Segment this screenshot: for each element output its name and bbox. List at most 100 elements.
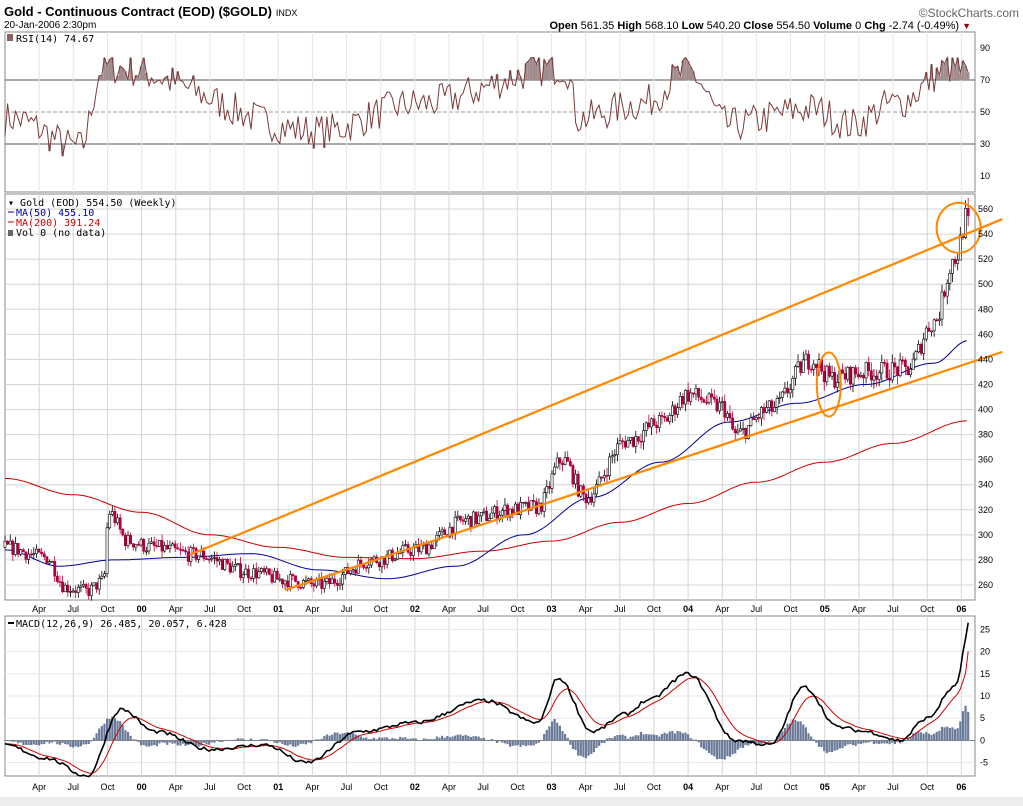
macd-histogram-bar — [906, 738, 910, 741]
macd-histogram-bar — [467, 735, 470, 741]
rsi-overbought-mark — [673, 67, 677, 80]
candle-body — [113, 511, 117, 524]
macd-histogram-bar — [11, 740, 14, 742]
macd-y-tick-25: 25 — [980, 624, 990, 634]
candle-body — [521, 501, 525, 504]
macd-histogram-bar — [823, 740, 826, 752]
macd-histogram-bar — [509, 740, 512, 747]
candle-body — [210, 557, 214, 560]
macd-histogram-bar — [472, 736, 475, 741]
candle-body — [254, 568, 258, 579]
macd-histogram-bar — [145, 740, 148, 747]
macd-histogram-bar — [867, 740, 870, 743]
breakout-ellipse — [935, 201, 982, 254]
candle-body — [218, 559, 222, 562]
macd-histogram-bar — [953, 729, 957, 741]
macd-histogram-bar — [912, 733, 915, 741]
macd-histogram-bar — [331, 734, 334, 741]
macd-histogram-bar — [370, 738, 373, 741]
price-legend: ▾ Gold (EOD) 554.50 (Weekly) MA(50) 455.… — [8, 198, 177, 239]
candle-body — [84, 584, 88, 589]
macd-histogram-bar — [736, 740, 739, 750]
candle-body — [393, 558, 397, 561]
macd-histogram-bar — [603, 740, 606, 744]
macd-histogram-bar — [828, 740, 831, 753]
candle-body — [186, 551, 190, 562]
rsi-overbought-mark — [945, 57, 949, 80]
macd-histogram-bar — [111, 716, 114, 741]
candle-body — [859, 375, 863, 377]
macd-histogram-bar — [671, 730, 674, 741]
candle-body — [956, 259, 960, 264]
macd-histogram-bar — [629, 736, 632, 741]
candle-body — [11, 540, 15, 555]
candle-body — [856, 373, 860, 377]
macd-histogram-bar — [613, 736, 616, 741]
candle-body — [919, 344, 923, 354]
highlight-ellipses — [815, 201, 982, 418]
candle-body — [66, 584, 70, 593]
candle-body — [746, 425, 750, 439]
rsi-overbought-mark — [527, 60, 530, 80]
macd-histogram-bar — [357, 735, 360, 741]
candle-body — [71, 590, 75, 593]
candle-body — [537, 502, 541, 514]
rsi-overbought-mark — [171, 67, 174, 80]
macd-histogram-bar — [592, 740, 595, 753]
macd-histogram-bar — [304, 740, 308, 745]
rsi-overbought-mark — [548, 60, 551, 80]
macd-histogram-bar — [647, 734, 650, 741]
candle-body — [215, 557, 219, 562]
macd-histogram-bar — [880, 740, 883, 744]
price-x-tick: 01 — [273, 604, 283, 614]
candle-body — [419, 545, 423, 553]
candle-body — [432, 540, 436, 549]
candle-body — [19, 549, 23, 555]
candle-body — [922, 338, 926, 354]
macd-histogram-bar — [372, 737, 376, 741]
rsi-overbought-mark — [953, 67, 957, 80]
macd-histogram-bar — [325, 734, 329, 741]
brand-logo[interactable]: ©StockCharts.com — [918, 6, 1019, 20]
candle-body — [110, 511, 114, 515]
high-value: 568.10 — [644, 20, 679, 32]
candle-body — [707, 393, 711, 404]
macd-histogram-bar — [490, 738, 493, 741]
macd-histogram-bar — [820, 740, 823, 748]
candle-body — [131, 543, 135, 548]
candle-body — [231, 565, 235, 573]
macd-histogram-bar — [791, 719, 794, 741]
candle-body — [673, 405, 677, 415]
candle-body — [171, 543, 174, 546]
candle-body — [877, 372, 881, 380]
rsi-overbought-mark — [961, 60, 965, 80]
macd-histogram-bar — [443, 737, 446, 741]
candle-body — [652, 418, 656, 426]
candle-body — [809, 368, 813, 371]
rsi-frame — [4, 31, 976, 193]
macd-histogram-bar — [786, 723, 789, 741]
macd-histogram-bar — [550, 721, 554, 741]
candle-body — [14, 543, 17, 555]
macd-histogram-bar — [537, 740, 541, 743]
macd-histogram-bar — [802, 724, 805, 741]
candle-body — [249, 577, 253, 580]
candle-body — [665, 417, 669, 422]
candle-body — [474, 511, 478, 524]
candle-body — [270, 574, 274, 583]
macd-histogram-bar — [19, 740, 22, 743]
macd-histogram-bar — [174, 740, 177, 744]
candle-body — [896, 366, 899, 376]
price-x-tick: Jul — [887, 604, 899, 614]
candle-body — [299, 587, 303, 589]
macd-histogram-bar — [380, 737, 383, 741]
candle-body — [626, 440, 630, 448]
candle-body — [257, 571, 261, 579]
rsi-y-tick-50: 50 — [980, 107, 990, 117]
candle-body — [686, 389, 690, 402]
candle-body — [558, 457, 562, 464]
macd-histogram-bar — [454, 735, 457, 741]
candle-body — [335, 582, 339, 586]
macd-histogram-bar — [817, 740, 821, 747]
macd-histogram-bar — [98, 728, 101, 741]
